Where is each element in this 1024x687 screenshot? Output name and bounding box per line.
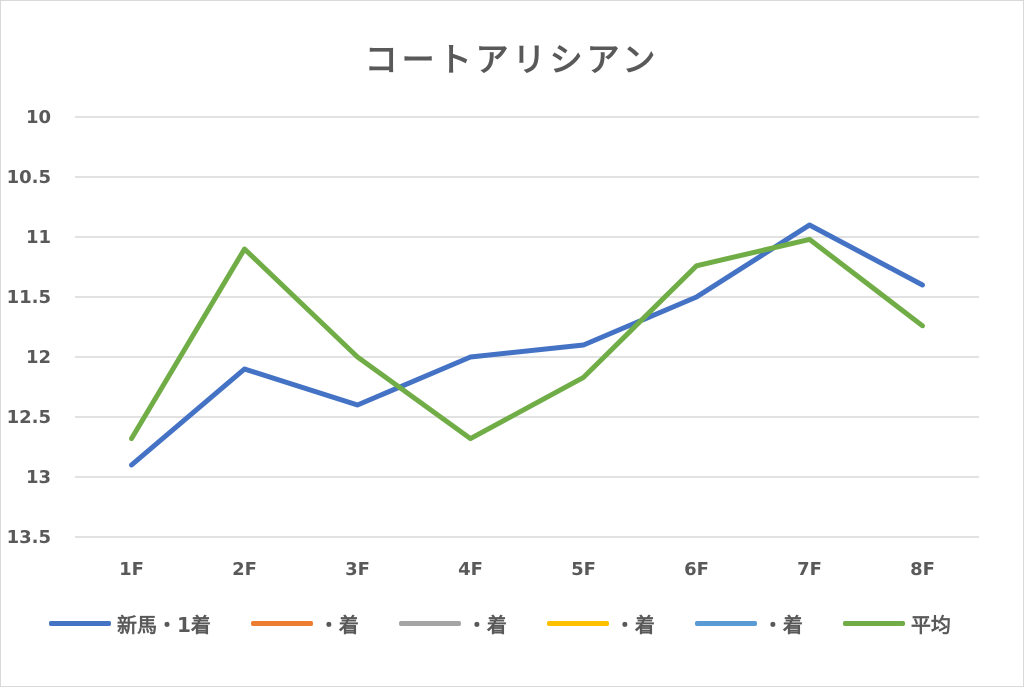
y-tick-label: 12.5 bbox=[7, 407, 51, 428]
x-tick-label: 2F bbox=[232, 559, 257, 580]
legend-item: ・着 bbox=[694, 609, 803, 638]
plot-area: 10 10.5 11 11.5 12 12.5 13 13.5 1F 2F 3F 4F 5F 6F 7F 8… bbox=[7, 107, 979, 580]
legend-item: ・着 bbox=[250, 609, 359, 638]
legend-swatch bbox=[250, 621, 313, 626]
legend-item: 平均 bbox=[842, 609, 951, 638]
x-tick-label: 7F bbox=[797, 559, 822, 580]
legend-swatch bbox=[546, 621, 609, 626]
legend-swatch bbox=[49, 621, 111, 626]
y-tick-label: 10.5 bbox=[7, 167, 51, 188]
legend-item: ・着 bbox=[398, 609, 507, 638]
x-tick-label: 3F bbox=[345, 559, 370, 580]
legend-label: ・着 bbox=[614, 613, 655, 637]
legend-label: ・着 bbox=[318, 613, 359, 637]
series-lines bbox=[129, 222, 925, 468]
x-tick-label: 6F bbox=[684, 559, 709, 580]
legend-swatch bbox=[694, 621, 757, 626]
chart-title: コートアリシアン bbox=[364, 40, 660, 79]
legend-item: 新馬・1着 bbox=[49, 609, 211, 638]
x-axis-ticks: 1F 2F 3F 4F 5F 6F 7F 8F bbox=[119, 559, 935, 580]
y-tick-label: 11.5 bbox=[7, 287, 51, 308]
legend-swatch bbox=[398, 621, 461, 626]
legend: 新馬・1着 ・着 ・着 ・着 ・着 平均 bbox=[49, 609, 991, 638]
y-tick-label: 10 bbox=[26, 107, 51, 128]
x-tick-label: 4F bbox=[458, 559, 483, 580]
x-tick-label: 8F bbox=[910, 559, 935, 580]
legend-label: ・着 bbox=[466, 613, 507, 637]
y-tick-label: 12 bbox=[26, 347, 51, 368]
y-tick-label: 11 bbox=[26, 227, 51, 248]
series-line-0 bbox=[129, 222, 925, 468]
legend-label: 平均 bbox=[910, 613, 951, 637]
x-tick-label: 5F bbox=[571, 559, 596, 580]
legend-item: ・着 bbox=[546, 609, 655, 638]
legend-label: 新馬・1着 bbox=[117, 613, 211, 637]
legend-swatch bbox=[842, 621, 905, 626]
series-line-5 bbox=[129, 236, 925, 442]
y-tick-label: 13 bbox=[26, 467, 51, 488]
legend-label: ・着 bbox=[762, 613, 803, 637]
y-axis-ticks: 10 10.5 11 11.5 12 12.5 13 13.5 bbox=[7, 107, 51, 548]
y-tick-label: 13.5 bbox=[7, 527, 51, 548]
x-tick-label: 1F bbox=[119, 559, 144, 580]
gridlines bbox=[75, 116, 979, 538]
